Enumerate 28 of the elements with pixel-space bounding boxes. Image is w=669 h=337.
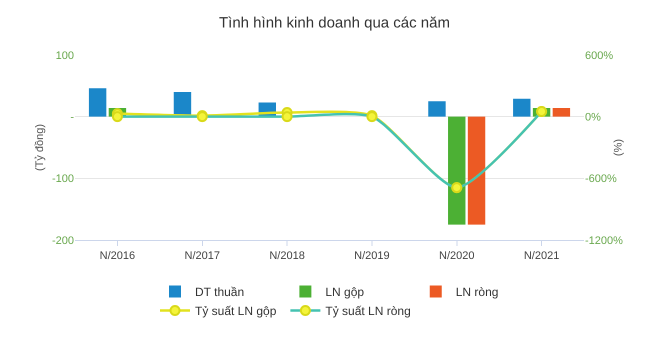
y-tick-label: -200 bbox=[52, 234, 74, 247]
x-tick-label: N/2019 bbox=[354, 250, 390, 262]
bar bbox=[88, 88, 106, 117]
legend-label: LN gộp bbox=[325, 285, 364, 300]
y2-tick-label: -600% bbox=[585, 173, 618, 186]
legend-label: LN ròng bbox=[456, 285, 498, 300]
bar bbox=[468, 116, 486, 225]
chart-title: Tình hình kinh doanh qua các năm bbox=[219, 14, 450, 32]
y-tick-label: -100 bbox=[52, 173, 74, 186]
y-axis-title: (Tỷ đồng) bbox=[34, 124, 46, 172]
x-tick-label: N/2021 bbox=[524, 250, 560, 262]
y2-tick-label: -1200% bbox=[585, 234, 624, 247]
y2-tick-label: 0% bbox=[585, 112, 602, 124]
bar bbox=[513, 98, 530, 117]
x-tick-label: N/2016 bbox=[100, 250, 136, 262]
y-tick-label: - bbox=[70, 112, 74, 124]
bar bbox=[448, 116, 466, 225]
legend-label: Tỷ suất LN ròng bbox=[325, 304, 411, 318]
x-tick-label: N/2020 bbox=[439, 250, 474, 262]
bar bbox=[552, 108, 570, 117]
x-tick-label: N/2018 bbox=[269, 250, 305, 262]
y2-tick-label: 600% bbox=[585, 50, 614, 62]
x-tick-label: N/2017 bbox=[184, 250, 220, 262]
y-tick-label: 100 bbox=[56, 50, 74, 62]
legend-label: Tỷ suất LN gộp bbox=[195, 304, 277, 318]
bar bbox=[428, 101, 446, 117]
y2-axis-title: (%) bbox=[612, 138, 624, 156]
legend-label: DT thuần bbox=[195, 285, 244, 300]
